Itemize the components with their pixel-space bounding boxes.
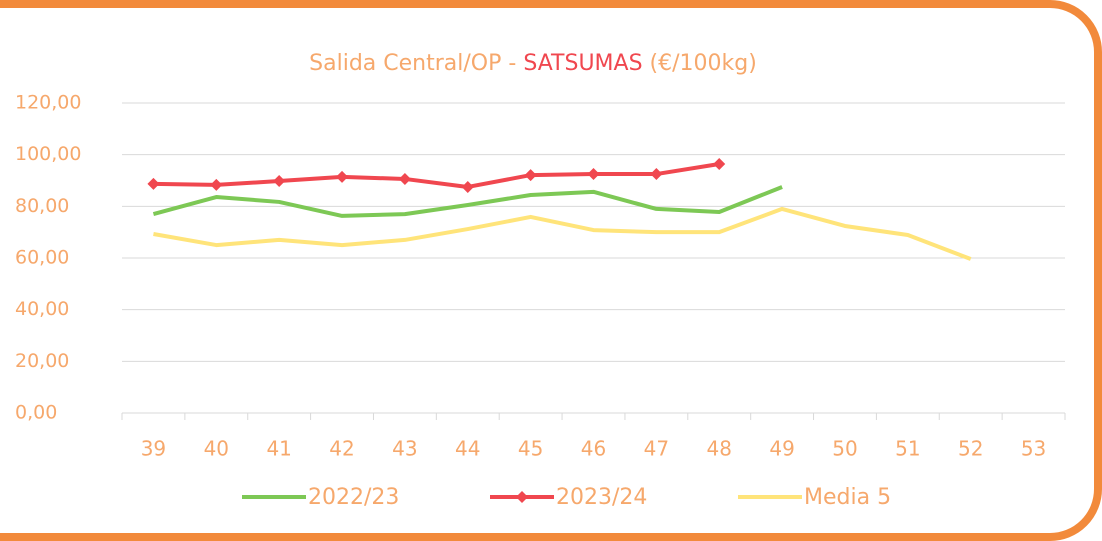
x-tick-label: 51 — [895, 437, 920, 461]
y-tick-label: 80,00 — [15, 195, 69, 217]
x-tick-label: 43 — [392, 437, 417, 461]
y-tick-label: 20,00 — [15, 350, 69, 372]
series-line — [153, 161, 720, 189]
marker — [524, 169, 537, 182]
x-tick-label: 50 — [832, 437, 857, 461]
marker — [398, 172, 411, 185]
x-tick-label: 49 — [769, 437, 794, 461]
x-tick-label: 46 — [581, 437, 606, 461]
y-tick-label: 100,00 — [15, 143, 81, 165]
legend-label: 2023/24 — [556, 485, 647, 510]
marker — [650, 168, 663, 181]
title-prefix: Salida Central/OP - — [309, 51, 516, 76]
marker — [273, 175, 286, 188]
chart-title: Salida Central/OP - SATSUMAS (€/100kg) — [309, 51, 757, 76]
x-tick-label: 52 — [958, 437, 983, 461]
legend-label: 2022/23 — [308, 485, 399, 510]
legend-item: 2022/23 — [242, 485, 399, 510]
y-tick-label: 0,00 — [15, 402, 57, 424]
marker — [461, 180, 474, 193]
series-line — [152, 185, 783, 218]
x-tick-label: 48 — [707, 437, 732, 461]
legend-item: 2023/24 — [490, 485, 647, 510]
marker — [147, 177, 160, 190]
x-tick-label: 42 — [329, 437, 354, 461]
title-highlight: SATSUMAS — [523, 51, 642, 76]
marker — [587, 168, 600, 181]
legend-label: Media 5 — [804, 485, 891, 510]
x-tick-label: 53 — [1021, 437, 1046, 461]
marker — [210, 178, 223, 191]
legend-item: Media 5 — [738, 485, 891, 510]
x-tick-label: 41 — [266, 437, 291, 461]
y-tick-label: 40,00 — [15, 298, 69, 320]
x-tick-label: 40 — [204, 437, 229, 461]
legend-marker — [516, 491, 528, 503]
x-tick-label: 47 — [644, 437, 669, 461]
y-tick-label: 120,00 — [15, 92, 81, 114]
series-line — [153, 206, 972, 261]
x-tick-label: 45 — [518, 437, 543, 461]
marker — [336, 170, 349, 183]
x-tick-label: 44 — [455, 437, 480, 461]
title-suffix: (€/100kg) — [650, 51, 757, 76]
x-tick-label: 39 — [141, 437, 166, 461]
y-tick-label: 60,00 — [15, 247, 69, 269]
marker — [713, 157, 726, 170]
